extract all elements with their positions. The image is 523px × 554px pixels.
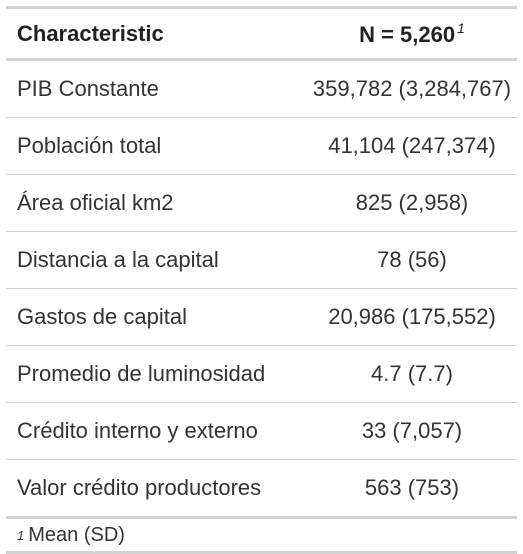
- footnote-text: Mean (SD): [28, 523, 125, 546]
- row-label: Distancia a la capital: [17, 247, 219, 272]
- table-row: PIB Constante 359,782 (3,284,767): [6, 61, 517, 118]
- table-row: Área oficial km2 825 (2,958): [6, 175, 517, 232]
- table-top-rule: [6, 6, 517, 9]
- footnote-marker: 1: [17, 527, 25, 543]
- row-value: 41,104 (247,374): [328, 133, 496, 158]
- row-value: 825 (2,958): [355, 190, 469, 215]
- row-value: 20,986 (175,552): [328, 304, 496, 329]
- row-value: 33 (7,057): [361, 418, 463, 443]
- row-label: Promedio de luminosidad: [17, 361, 266, 386]
- summary-table: Characteristic N = 5,260 1 PIB Constante …: [6, 6, 517, 554]
- table-footnote: 1 Mean (SD): [6, 519, 517, 554]
- header-n-label: N = 5,260: [359, 21, 456, 47]
- row-label: Valor crédito productores: [17, 475, 262, 500]
- row-label: PIB Constante: [17, 76, 159, 101]
- header-characteristic: Characteristic: [17, 20, 164, 46]
- row-label: Área oficial km2: [17, 190, 174, 215]
- header-n: N = 5,260 1: [307, 20, 517, 48]
- table-row: Crédito interno y externo 33 (7,057): [6, 403, 517, 460]
- row-value: 359,782 (3,284,767): [312, 76, 512, 101]
- table-row: Distancia a la capital 78 (56): [6, 232, 517, 289]
- table-row: Valor crédito productores 563 (753): [6, 460, 517, 519]
- row-label: Crédito interno y externo: [17, 418, 258, 443]
- row-value: 563 (753): [364, 475, 460, 500]
- header-n-footnote-marker: 1: [457, 19, 465, 36]
- row-value: 78 (56): [377, 247, 447, 272]
- row-label: Población total: [17, 133, 162, 158]
- table-header-row: Characteristic N = 5,260 1: [6, 9, 517, 61]
- row-label: Gastos de capital: [17, 304, 187, 329]
- table-row: Gastos de capital 20,986 (175,552): [6, 289, 517, 346]
- table-row: Población total 41,104 (247,374): [6, 118, 517, 175]
- table-row: Promedio de luminosidad 4.7 (7.7): [6, 346, 517, 403]
- row-value: 4.7 (7.7): [371, 361, 453, 386]
